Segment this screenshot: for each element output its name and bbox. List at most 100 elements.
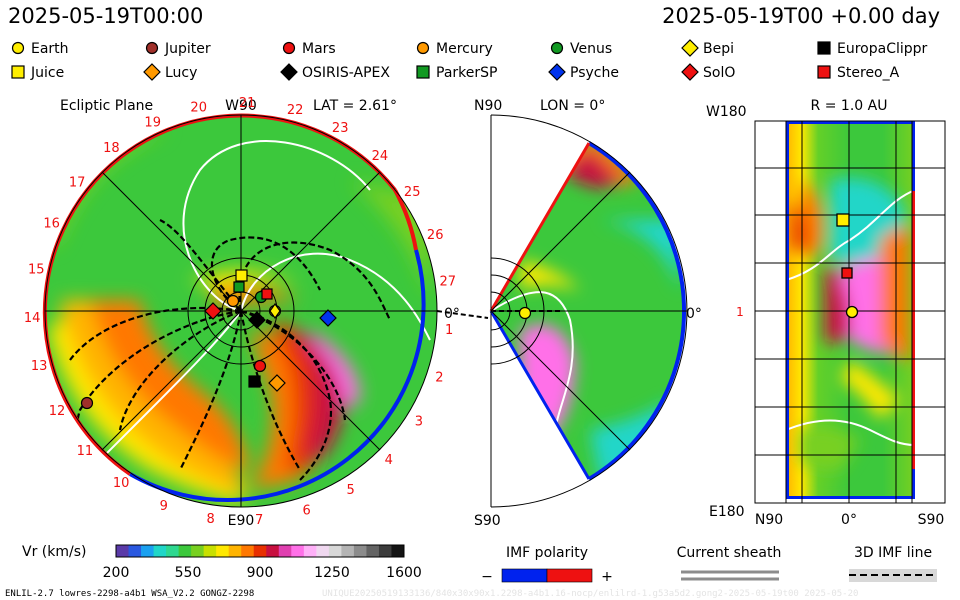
- colorbar-segment: [154, 545, 167, 557]
- date-right: 2025-05-19T00 +0.00 day: [662, 4, 940, 28]
- legend-mars-symbol: [284, 43, 295, 54]
- colorbar-tick-900: 900: [247, 565, 274, 581]
- sector-number-9: 9: [160, 499, 168, 514]
- colorbar-segment: [129, 545, 142, 557]
- juice-marker: [236, 270, 247, 281]
- legend-juice-symbol: [12, 66, 24, 78]
- colorbar-tick-1600: 1600: [386, 565, 422, 581]
- legend-earth-symbol: [13, 43, 24, 54]
- legend-europaclippr-symbol: [818, 42, 830, 54]
- legend-lucy-label: Lucy: [165, 65, 197, 81]
- colorbar-segment: [379, 545, 392, 557]
- colorbar-tick-1250: 1250: [314, 565, 350, 581]
- colorbar-segment: [241, 545, 254, 557]
- sphere-x-tick-0: 0°: [841, 512, 857, 528]
- colorbar-segment: [354, 545, 367, 557]
- imf-minus: −: [481, 569, 493, 585]
- parkersp-marker: [234, 282, 244, 292]
- sphere-x-tick-n90: N90: [755, 512, 783, 528]
- current-sheath-label: Current sheath: [677, 545, 782, 561]
- europaclippr-marker: [249, 376, 260, 387]
- sector-number-23: 23: [332, 121, 349, 136]
- jupiter-marker: [82, 398, 93, 409]
- colorbar-segment: [291, 545, 304, 557]
- colorbar-segment: [166, 545, 179, 557]
- colorbar-ticks: 200 550 900 1250 1600: [103, 565, 422, 581]
- date-left: 2025-05-19T00:00: [8, 4, 203, 28]
- ecliptic-bottom-label: E90: [228, 513, 255, 529]
- legend-solo-symbol: [682, 64, 698, 80]
- legend-psyche-label: Psyche: [570, 65, 619, 81]
- legend-mars-label: Mars: [302, 41, 336, 57]
- legend-lucy-symbol: [144, 64, 160, 80]
- colorbar-segment: [179, 545, 192, 557]
- sphere-earth-marker: [847, 307, 858, 318]
- sector-number-10: 10: [113, 476, 130, 491]
- colorbar-segment: [229, 545, 242, 557]
- legend-osiris-apex-symbol: [281, 64, 297, 80]
- sector-number-11: 11: [77, 444, 94, 459]
- legend-bepi-symbol: [682, 40, 698, 56]
- sphere-top-label: W180: [706, 104, 747, 120]
- sector-number-4: 4: [385, 453, 393, 468]
- meridional-lon-label: LON = 0°: [540, 98, 605, 114]
- legend-bepi-label: Bepi: [703, 41, 734, 57]
- colorbar-segment: [204, 545, 217, 557]
- colorbar: [116, 545, 405, 557]
- imf3d-label: 3D IMF line: [854, 545, 932, 561]
- colorbar-segment: [116, 545, 129, 557]
- sector-number-21: 21: [239, 96, 256, 111]
- legend-psyche-symbol: [549, 64, 565, 80]
- sector-number-3: 3: [415, 415, 423, 430]
- legend: Earth Jupiter Mars Mercury Venus Bepi EuropaCl…: [12, 40, 928, 81]
- meridional-top-label: N90: [474, 98, 502, 114]
- legend-europaclippr-label: EuropaClippr: [837, 41, 928, 57]
- legend-venus-symbol: [552, 43, 563, 54]
- sphere-stereo-a-marker: [842, 268, 852, 278]
- sector-number-18: 18: [103, 141, 120, 156]
- legend-mercury-symbol: [418, 43, 429, 54]
- legend-jupiter-symbol: [147, 43, 158, 54]
- meridional-panel: N90 LON = 0° S90 0°: [474, 98, 702, 529]
- footer-run-info: ENLIL-2.7 lowres-2298-a4b1 WSA_V2.2 GONG…: [5, 589, 254, 599]
- sector-number-19: 19: [144, 116, 161, 131]
- meridional-bottom-label: S90: [474, 513, 501, 529]
- ecliptic-lat-label: LAT = 2.61°: [313, 98, 397, 114]
- legend-venus-label: Venus: [570, 41, 612, 57]
- legend-parkersp-label: ParkerSP: [436, 65, 497, 81]
- legend-juice-label: Juice: [30, 65, 64, 81]
- sector-number-15: 15: [28, 263, 45, 278]
- sector-number-5: 5: [347, 483, 355, 498]
- colorbar-segment: [316, 545, 329, 557]
- ecliptic-panel: Ecliptic Plane W90 LAT = 2.61° E90 0°: [24, 96, 488, 529]
- sphere-bottom-label: E180: [709, 504, 745, 520]
- sector-number-25: 25: [404, 185, 421, 200]
- sphere-juice-marker: [837, 214, 849, 226]
- sector-number-1: 1: [445, 323, 453, 338]
- sector-number-14: 14: [24, 311, 41, 326]
- legend-osiris-apex-label: OSIRIS-APEX: [302, 65, 390, 81]
- imf-positive-bar: [547, 569, 592, 582]
- sector-number-22: 22: [287, 103, 304, 118]
- legend-parkersp-symbol: [417, 66, 429, 78]
- sector-number-16: 16: [43, 217, 60, 232]
- sphere-x-tick-s90: S90: [918, 512, 945, 528]
- ecliptic-title: Ecliptic Plane: [60, 98, 153, 114]
- sector-number-8: 8: [207, 512, 215, 527]
- footer-id: UNIQUE20250519133136/840x30x90x1.2298-a4…: [322, 589, 858, 599]
- sector-number-26: 26: [427, 228, 444, 243]
- legend-mercury-label: Mercury: [436, 41, 493, 57]
- imf-plus: +: [601, 569, 613, 585]
- sphere-r-label: R = 1.0 AU: [811, 98, 888, 114]
- colorbar-segment: [266, 545, 279, 557]
- sector-number-17: 17: [69, 175, 86, 190]
- colorbar-segment: [254, 545, 267, 557]
- meridional-earth-marker: [520, 308, 531, 319]
- stereo-a-marker: [262, 289, 272, 299]
- colorbar-tick-200: 200: [103, 565, 130, 581]
- mercury-marker: [228, 296, 239, 307]
- sector-number-12: 12: [49, 404, 66, 419]
- sector-number-27: 27: [440, 275, 457, 290]
- sector-number-2: 2: [435, 371, 443, 386]
- colorbar-segment: [141, 545, 154, 557]
